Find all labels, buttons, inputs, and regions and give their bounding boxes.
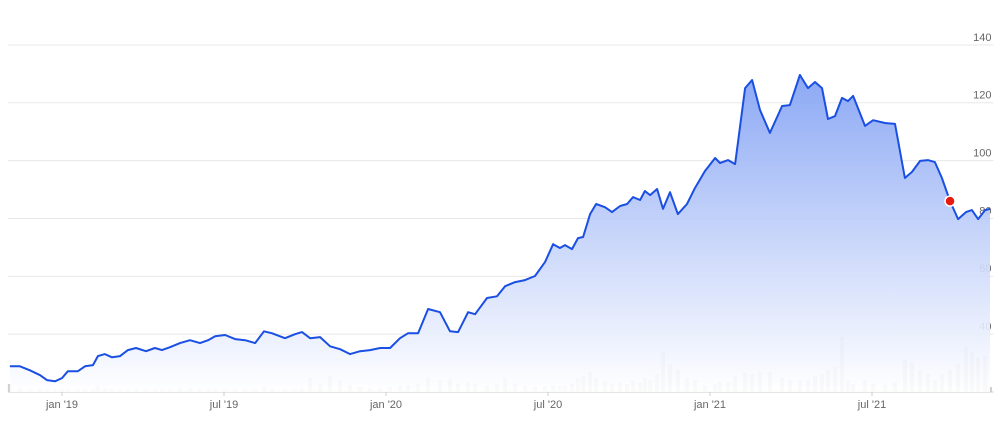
y-tick-label: 120 xyxy=(973,90,991,102)
line xyxy=(9,74,991,383)
highlight-point xyxy=(944,195,956,207)
volume-bar xyxy=(7,384,12,392)
y-tick-label: 100 xyxy=(973,148,991,160)
area xyxy=(9,75,990,392)
x-tick-label: jan '20 xyxy=(369,399,402,411)
x-tick-label: jul '20 xyxy=(533,399,562,411)
x-tick-label: jul '21 xyxy=(857,399,886,411)
y-tick-label: 140 xyxy=(973,32,991,44)
x-tick-label: jul '19 xyxy=(209,399,238,411)
x-tick-label: jan '21 xyxy=(693,399,726,411)
x-tick-label: jan '19 xyxy=(45,399,78,411)
